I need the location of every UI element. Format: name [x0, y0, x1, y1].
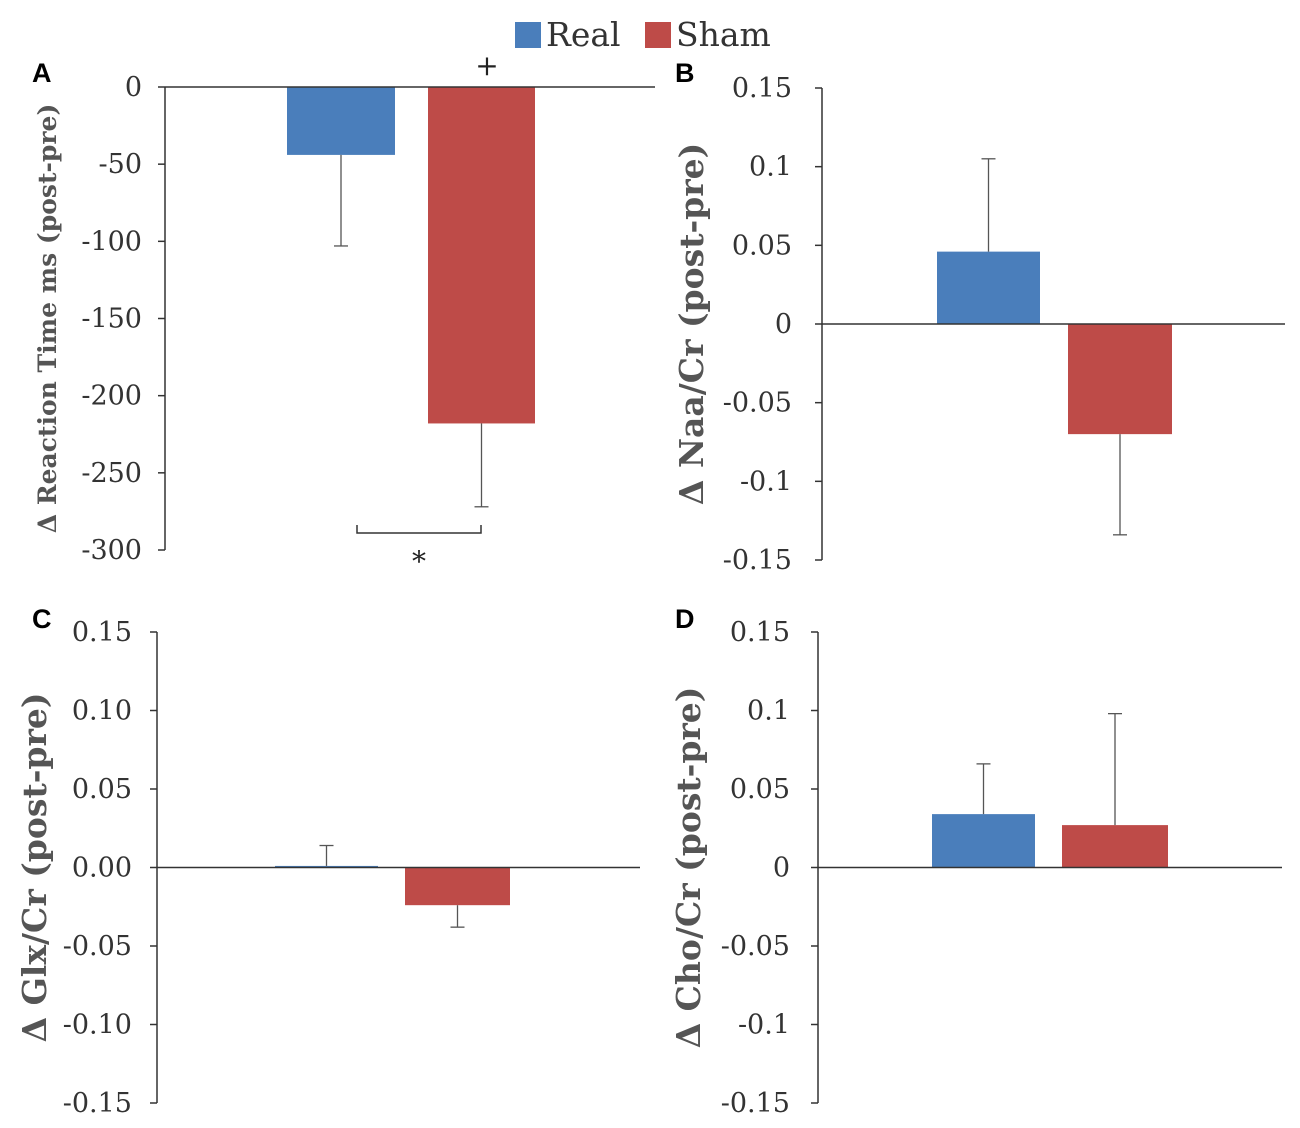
- y-tick-label-a: -50: [99, 149, 142, 180]
- y-tick-label-c: 0.10: [72, 696, 132, 727]
- y-axis-label-c: Δ Glx/Cr (post-pre): [15, 693, 54, 1043]
- error-bar-b-sham: [1113, 434, 1127, 536]
- legend-label-real: Real: [546, 15, 621, 54]
- y-tick-label-b: 0.1: [749, 152, 792, 183]
- y-tick-label-c: 0.15: [72, 617, 132, 648]
- y-tick-label-b: -0.05: [723, 388, 792, 419]
- significance-bracket: [356, 525, 482, 534]
- y-tick-label-c: -0.15: [63, 1088, 132, 1119]
- y-tick-label-a: -200: [81, 381, 142, 412]
- bar-b-sham: [1068, 324, 1172, 435]
- y-axis-label-d: Δ Cho/Cr (post-pre): [669, 687, 708, 1049]
- bar-a-real: [287, 87, 395, 155]
- y-tick-label-a: -100: [81, 226, 142, 257]
- legend-swatch-real: [515, 22, 541, 48]
- y-tick-label-d: -0.1: [738, 1010, 790, 1041]
- bar-c-sham: [405, 867, 510, 906]
- y-tick-label-d: 0: [773, 853, 790, 884]
- bar-b-real: [937, 251, 1040, 324]
- panel-b: B Δ Naa/Cr (post-pre) 0.15 0.1 0.05 0 -0.05 -0.…: [672, 58, 1285, 576]
- bar-a-sham: [428, 87, 535, 424]
- y-axis-label-a: Δ Reaction Time ms (post-pre): [33, 104, 62, 534]
- bar-d-real: [932, 814, 1035, 868]
- y-tick-label-c: -0.10: [63, 1010, 132, 1041]
- error-bar-a-sham: [474, 423, 489, 508]
- panel-a: A Δ Reaction Time ms (post-pre) 0 -50 -100 -1…: [32, 49, 655, 578]
- significance-star: *: [412, 545, 426, 578]
- error-bar-b-real: [981, 158, 996, 252]
- error-bar-c-sham: [450, 905, 465, 928]
- bar-c-real: [275, 865, 378, 868]
- legend-swatch-sham: [645, 22, 671, 48]
- error-bar-d-sham: [1108, 712, 1122, 826]
- y-tick-label-d: -0.05: [721, 931, 790, 962]
- panel-c: C Δ Glx/Cr (post-pre) 0.15 0.10 0.05 0.00 -0.0…: [15, 604, 640, 1119]
- panel-letter-b: B: [675, 58, 695, 88]
- y-tick-label-a: 0: [125, 72, 142, 103]
- y-tick-label-a: -150: [81, 304, 142, 335]
- y-tick-label-d: 0.1: [747, 696, 790, 727]
- y-tick-label-c: 0.05: [72, 774, 132, 805]
- y-tick-label-b: 0.05: [732, 230, 792, 261]
- significance-plus: +: [475, 49, 498, 82]
- y-tick-label-b: -0.1: [740, 466, 792, 497]
- y-tick-label-b: 0.15: [732, 73, 792, 104]
- y-tick-label-d: 0.15: [730, 617, 790, 648]
- panels: A Δ Reaction Time ms (post-pre) 0 -50 -100 -1…: [15, 49, 1285, 1119]
- y-axis-label-b: Δ Naa/Cr (post-pre): [672, 143, 711, 506]
- panel-d: D Δ Cho/Cr (post-pre) 0.15 0.1 0.05 0 -0.05 -0.…: [669, 604, 1282, 1119]
- y-tick-label-a: -300: [81, 535, 142, 566]
- error-bar-d-real: [976, 763, 991, 815]
- legend-label-sham: Sham: [676, 15, 771, 54]
- error-bar-a-real: [334, 154, 348, 247]
- panel-letter-c: C: [32, 604, 52, 634]
- y-tick-label-b: 0: [775, 309, 792, 340]
- legend: Real Sham: [515, 15, 771, 54]
- bar-d-sham: [1062, 825, 1168, 868]
- y-tick-label-b: -0.15: [723, 545, 792, 576]
- panel-letter-d: D: [675, 604, 695, 634]
- y-tick-label-d: -0.15: [721, 1088, 790, 1119]
- y-tick-label-d: 0.05: [730, 774, 790, 805]
- y-tick-label-c: -0.05: [63, 931, 132, 962]
- y-tick-label-a: -250: [81, 458, 142, 489]
- error-bar-c-real: [319, 844, 334, 866]
- panel-letter-a: A: [32, 58, 52, 88]
- y-tick-label-c: 0.00: [72, 853, 132, 884]
